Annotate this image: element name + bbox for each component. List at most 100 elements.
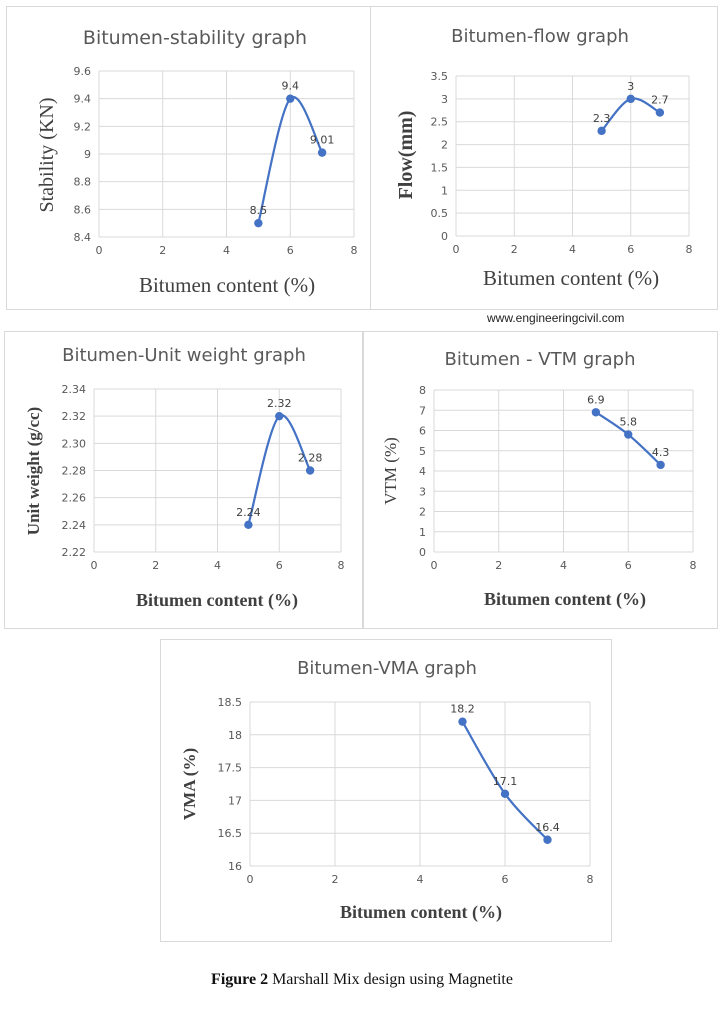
- chart-stability-ytick-label-0: 8.4: [74, 231, 92, 244]
- chart-stability-ytick-label-6: 9.6: [74, 65, 92, 78]
- chart-unitweight-ytick-label-3: 2.28: [62, 465, 87, 478]
- chart-flow-ytick-label-0: 0: [441, 230, 448, 243]
- chart-vma-ytick-label-4: 18: [228, 729, 242, 742]
- chart-flow-xlabel: Bitumen content (%): [483, 266, 659, 290]
- chart-panel-unitweight: Bitumen-Unit weight graph 2.22 2.24 2.26 2.2…: [4, 331, 363, 629]
- chart-vtm-data-label-1: 5.8: [620, 416, 638, 429]
- chart-vma-ytick-label-2: 17: [228, 794, 242, 807]
- chart-unitweight-ylabel: Unit weight (g/cc): [24, 407, 43, 535]
- chart-unitweight-data-label-0: 2.24: [236, 506, 261, 519]
- chart-stability-data-label-1: 9.4: [282, 80, 300, 93]
- chart-vma-data-label-2: 16.4: [535, 821, 560, 834]
- chart-unitweight-title: Bitumen-Unit weight graph: [62, 345, 306, 366]
- chart-flow-data-label-0: 2.3: [593, 112, 611, 125]
- chart-vtm-data-label-2: 4.3: [652, 446, 670, 459]
- chart-flow-ytick-label-5: 2.5: [431, 116, 449, 129]
- chart-vtm-xtick-label-2: 4: [560, 559, 567, 572]
- chart-stability-point-0: [254, 218, 263, 228]
- figure-caption: Figure 2 Marshall Mix design using Magne…: [0, 971, 724, 989]
- chart-vtm-ytick-label-6: 6: [419, 425, 426, 438]
- chart-flow-xtick-label-2: 4: [569, 243, 576, 256]
- chart-stability-xtick-label-1: 2: [159, 244, 166, 257]
- chart-flow: Bitumen-flow graph 0 0.5 1 1.5 2 2.5 3 3.5 0 2 4 6 8 2…: [395, 26, 693, 290]
- chart-vma-xtick-label-2: 4: [417, 873, 424, 886]
- chart-vtm-data-label-0: 6.9: [587, 393, 605, 406]
- watermark-text: www.engineeringcivil.com: [487, 311, 625, 325]
- chart-stability-data-label-2: 9.01: [310, 134, 335, 147]
- chart-vtm-ytick-label-7: 7: [419, 404, 426, 417]
- chart-vma-xtick-label-4: 8: [587, 873, 594, 886]
- chart-unitweight-point-1: [275, 411, 284, 421]
- chart-unitweight: Bitumen-Unit weight graph 2.22 2.24 2.26 2.2…: [24, 345, 345, 611]
- chart-unitweight-xtick-label-0: 0: [91, 559, 98, 572]
- chart-vma: Bitumen-VMA graph 16 16.5 17 17.5 18 18.5 0 2 4 6 8…: [180, 658, 594, 923]
- chart-unitweight-ytick-label-6: 2.34: [62, 383, 87, 396]
- chart-flow-title: Bitumen-flow graph: [451, 26, 629, 47]
- chart-flow-data-label-1: 3: [627, 80, 634, 93]
- chart-unitweight-point-0: [244, 520, 253, 530]
- chart-stability-ytick-label-2: 8.8: [74, 176, 92, 189]
- chart-vtm-point-2: [656, 460, 665, 470]
- figure-caption-text: Marshall Mix design using Magnetite: [272, 971, 513, 988]
- chart-vtm-title: Bitumen - VTM graph: [444, 349, 635, 370]
- chart-unitweight-ytick-label-5: 2.32: [62, 410, 87, 423]
- chart-stability-xtick-label-4: 8: [351, 244, 358, 257]
- chart-panel-flow: Bitumen-flow graph 0 0.5 1 1.5 2 2.5 3 3.5 0 2 4 6 8 2…: [370, 6, 718, 310]
- chart-unitweight-xtick-label-2: 4: [214, 559, 221, 572]
- chart-flow-xtick-label-4: 8: [686, 243, 693, 256]
- chart-vtm-ytick-label-5: 5: [419, 445, 426, 458]
- chart-vtm-ytick-label-2: 2: [419, 506, 426, 519]
- chart-flow-ytick-label-3: 1.5: [431, 161, 449, 174]
- chart-vma-ytick-label-1: 16.5: [218, 827, 243, 840]
- chart-vma-xlabel: Bitumen content (%): [340, 902, 502, 923]
- chart-unitweight-data-label-2: 2.28: [298, 452, 323, 465]
- chart-vma-ytick-label-5: 18.5: [218, 696, 243, 709]
- chart-unitweight-ytick-label-1: 2.24: [62, 519, 87, 532]
- chart-stability-point-1: [286, 94, 295, 103]
- chart-stability-xtick-label-2: 4: [223, 244, 230, 257]
- chart-vtm-ylabel: VTM (%): [381, 437, 400, 505]
- chart-vma-data-label-1: 17.1: [493, 775, 518, 788]
- chart-flow-ylabel: Flow(mm): [395, 111, 417, 200]
- chart-vma-data-label-0: 18.2: [450, 703, 475, 716]
- chart-panel-vma: Bitumen-VMA graph 16 16.5 17 17.5 18 18.5 0 2 4 6 8…: [160, 639, 612, 942]
- chart-vtm-xtick-label-3: 6: [625, 559, 632, 572]
- chart-flow-point-2: [655, 108, 665, 117]
- chart-vma-ytick-label-3: 17.5: [218, 762, 243, 775]
- figure-caption-label: Figure 2: [211, 971, 269, 988]
- chart-vtm-xtick-label-4: 8: [690, 559, 697, 572]
- chart-flow-ytick-label-7: 3.5: [431, 70, 449, 83]
- chart-unitweight-xtick-label-4: 8: [338, 559, 345, 572]
- chart-stability-ytick-label-5: 9.4: [74, 93, 92, 106]
- chart-vtm: Bitumen - VTM graph 0 1 2 3 4 5 6 7 8 0 2 4 6 8 6.9 5.8 4…: [381, 349, 697, 610]
- chart-flow-ytick-label-6: 3: [441, 93, 448, 106]
- chart-vma-xtick-label-3: 6: [502, 873, 509, 886]
- chart-unitweight-ytick-label-4: 2.30: [62, 437, 87, 450]
- chart-vtm-xlabel: Bitumen content (%): [484, 589, 646, 610]
- chart-vma-xtick-label-1: 2: [332, 873, 339, 886]
- chart-stability-ytick-label-3: 9: [84, 148, 91, 161]
- chart-vtm-ytick-label-1: 1: [419, 526, 426, 539]
- chart-flow-xtick-label-3: 6: [627, 243, 634, 256]
- chart-unitweight-ytick-label-0: 2.22: [62, 546, 87, 559]
- chart-stability-ylabel: Stability (KN): [36, 98, 58, 213]
- chart-vtm-ytick-label-3: 3: [419, 485, 426, 498]
- chart-flow-ytick-label-2: 1: [441, 184, 448, 197]
- chart-vtm-xtick-label-0: 0: [431, 559, 438, 572]
- chart-stability: Bitumen-stability graph 8.4 8.6 8.8 9 9.2 9.4 9…: [36, 27, 358, 297]
- chart-flow-xtick-label-1: 2: [511, 243, 518, 256]
- chart-vtm-point-0: [591, 408, 601, 417]
- chart-vma-xtick-label-0: 0: [247, 873, 254, 886]
- chart-stability-xtick-label-3: 6: [287, 244, 294, 257]
- chart-vtm-ytick-label-0: 0: [419, 546, 426, 559]
- chart-unitweight-point-2: [305, 466, 315, 475]
- chart-flow-ytick-label-4: 2: [441, 139, 448, 152]
- chart-stability-point-2: [317, 148, 327, 157]
- chart-vma-point-0: [458, 717, 467, 726]
- chart-vtm-point-1: [624, 430, 633, 439]
- chart-stability-xtick-label-0: 0: [96, 244, 103, 257]
- chart-unitweight-xtick-label-3: 6: [276, 559, 283, 572]
- chart-vtm-ytick-label-8: 8: [419, 384, 426, 397]
- chart-unitweight-xtick-label-1: 2: [152, 559, 159, 572]
- chart-unitweight-xlabel: Bitumen content (%): [136, 590, 298, 611]
